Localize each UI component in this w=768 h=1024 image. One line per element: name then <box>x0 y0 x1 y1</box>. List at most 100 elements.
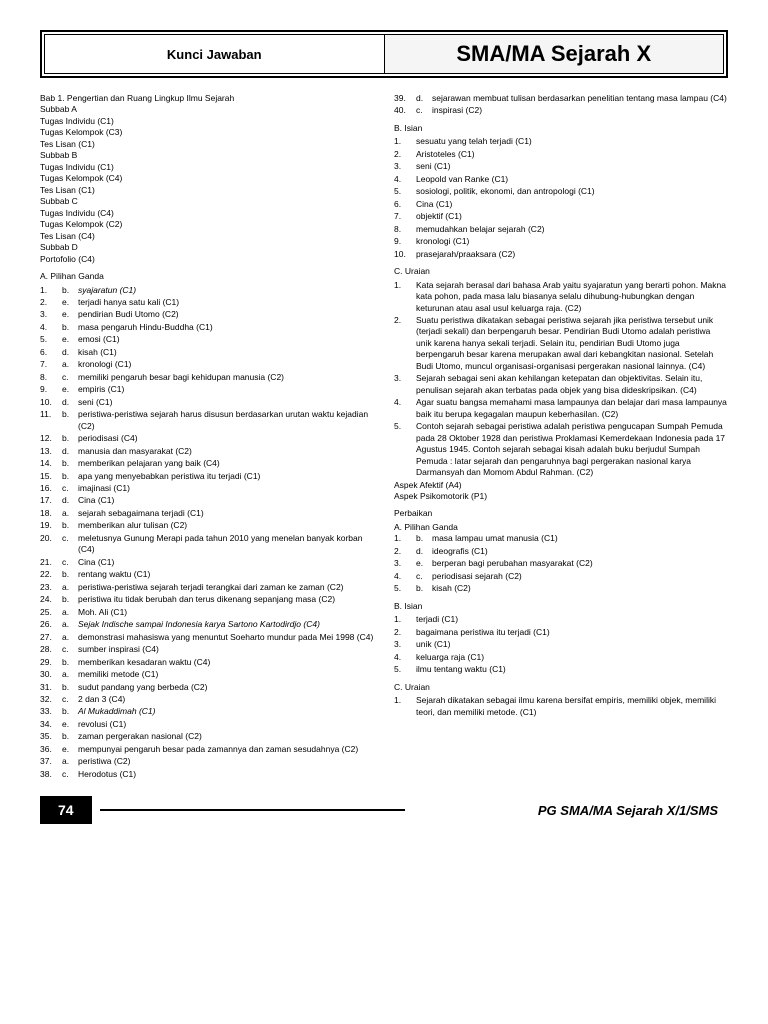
answer-item: 3.Sejarah sebagai seni akan kehilangan k… <box>394 373 728 396</box>
item-num: 11. <box>40 409 62 432</box>
answer-item: 8.memudahkan belajar sejarah (C2) <box>394 224 728 235</box>
item-num: 5. <box>394 186 416 197</box>
text-line: Tes Lisan (C4) <box>40 231 374 242</box>
item-text: zaman pergerakan nasional (C2) <box>78 731 374 742</box>
item-num: 3. <box>394 558 416 569</box>
item-letter: b. <box>62 657 78 668</box>
answer-item: 24.b.peristiwa itu tidak berubah dan ter… <box>40 594 374 605</box>
text-line: Tes Lisan (C1) <box>40 185 374 196</box>
item-num: 4. <box>394 397 416 420</box>
answer-item: 1.b.syajaratun (C1) <box>40 285 374 296</box>
item-text: manusia dan masyarakat (C2) <box>78 446 374 457</box>
answer-item: 2.e.terjadi hanya satu kali (C1) <box>40 297 374 308</box>
answer-item: 4.Agar suatu bangsa memahami masa lampau… <box>394 397 728 420</box>
answer-item: 40.c.inspirasi (C2) <box>394 105 728 116</box>
item-num: 1. <box>394 280 416 314</box>
item-num: 4. <box>394 174 416 185</box>
answer-item: 31.b.sudut pandang yang berbeda (C2) <box>40 682 374 693</box>
item-num: 10. <box>394 249 416 260</box>
answer-item: 27.a.demonstrasi mahasiswa yang menuntut… <box>40 632 374 643</box>
item-letter: c. <box>62 769 78 780</box>
item-letter: e. <box>416 558 432 569</box>
answer-item: 34.e.revolusi (C1) <box>40 719 374 730</box>
item-num: 5. <box>394 421 416 478</box>
item-text: objektif (C1) <box>416 211 728 222</box>
page-number: 74 <box>40 796 92 824</box>
item-num: 13. <box>40 446 62 457</box>
item-text: syajaratun (C1) <box>78 285 374 296</box>
item-num: 4. <box>40 322 62 333</box>
item-num: 40. <box>394 105 416 116</box>
item-num: 7. <box>394 211 416 222</box>
item-num: 1. <box>394 695 416 718</box>
item-num: 19. <box>40 520 62 531</box>
item-num: 27. <box>40 632 62 643</box>
item-text: memberikan alur tulisan (C2) <box>78 520 374 531</box>
item-text: memiliki metode (C1) <box>78 669 374 680</box>
item-text: inspirasi (C2) <box>432 105 728 116</box>
item-letter: c. <box>416 571 432 582</box>
text-line: Subbab D <box>40 242 374 253</box>
header-inner: Kunci Jawaban SMA/MA Sejarah X <box>44 34 724 74</box>
item-text: memiliki pengaruh besar bagi kehidupan m… <box>78 372 374 383</box>
answer-item: 10.d.seni (C1) <box>40 397 374 408</box>
answer-item: 1.terjadi (C1) <box>394 614 728 625</box>
item-text: mempunyai pengaruh besar pada zamannya d… <box>78 744 374 755</box>
text-line: Tugas Individu (C1) <box>40 162 374 173</box>
item-num: 33. <box>40 706 62 717</box>
item-num: 35. <box>40 731 62 742</box>
item-num: 6. <box>394 199 416 210</box>
answer-item: 4.c.periodisasi sejarah (C2) <box>394 571 728 582</box>
item-text: Al Mukaddimah (C1) <box>78 706 374 717</box>
answer-item: 8.c.memiliki pengaruh besar bagi kehidup… <box>40 372 374 383</box>
text-line: Tugas Kelompok (C2) <box>40 219 374 230</box>
item-letter: e. <box>62 744 78 755</box>
item-letter: a. <box>62 582 78 593</box>
item-text: rentang waktu (C1) <box>78 569 374 580</box>
header-left: Kunci Jawaban <box>45 41 384 68</box>
item-letter: d. <box>62 446 78 457</box>
item-num: 2. <box>40 297 62 308</box>
answer-item: 11.b.peristiwa-peristiwa sejarah harus d… <box>40 409 374 432</box>
footer-line <box>100 809 405 811</box>
item-letter: c. <box>62 644 78 655</box>
item-letter: b. <box>62 285 78 296</box>
item-text: memberikan pelajaran yang baik (C4) <box>78 458 374 469</box>
text-line: A. Pilihan Ganda <box>394 522 728 533</box>
item-text: peristiwa (C2) <box>78 756 374 767</box>
item-num: 17. <box>40 495 62 506</box>
item-text: sejarawan membuat tulisan berdasarkan pe… <box>432 93 728 104</box>
item-text: Moh. Ali (C1) <box>78 607 374 618</box>
item-num: 22. <box>40 569 62 580</box>
item-text: Sejak Indische sampai Indonesia karya Sa… <box>78 619 374 630</box>
item-num: 32. <box>40 694 62 705</box>
item-num: 20. <box>40 533 62 556</box>
item-letter: e. <box>62 334 78 345</box>
item-text: apa yang menyebabkan peristiwa itu terja… <box>78 471 374 482</box>
item-num: 2. <box>394 315 416 372</box>
item-num: 16. <box>40 483 62 494</box>
item-num: 8. <box>394 224 416 235</box>
answer-item: 21.c.Cina (C1) <box>40 557 374 568</box>
item-text: pendirian Budi Utomo (C2) <box>78 309 374 320</box>
answer-item: 1.Sejarah dikatakan sebagai ilmu karena … <box>394 695 728 718</box>
answer-item: 1.sesuatu yang telah terjadi (C1) <box>394 136 728 147</box>
answer-item: 9.e.empiris (C1) <box>40 384 374 395</box>
section-title: B. Isian <box>394 601 728 612</box>
item-num: 34. <box>40 719 62 730</box>
item-letter: b. <box>62 458 78 469</box>
answer-item: 6.d.kisah (C1) <box>40 347 374 358</box>
item-text: Herodotus (C1) <box>78 769 374 780</box>
item-letter: b. <box>416 533 432 544</box>
item-num: 9. <box>394 236 416 247</box>
item-num: 1. <box>40 285 62 296</box>
item-text: prasejarah/praaksara (C2) <box>416 249 728 260</box>
left-column: Bab 1. Pengertian dan Ruang Lingkup Ilmu… <box>40 93 374 781</box>
item-text: memudahkan belajar sejarah (C2) <box>416 224 728 235</box>
answer-item: 30.a.memiliki metode (C1) <box>40 669 374 680</box>
answer-item: 6.Cina (C1) <box>394 199 728 210</box>
item-num: 6. <box>40 347 62 358</box>
text-line: Aspek Psikomotorik (P1) <box>394 491 728 502</box>
item-num: 18. <box>40 508 62 519</box>
item-num: 1. <box>394 136 416 147</box>
